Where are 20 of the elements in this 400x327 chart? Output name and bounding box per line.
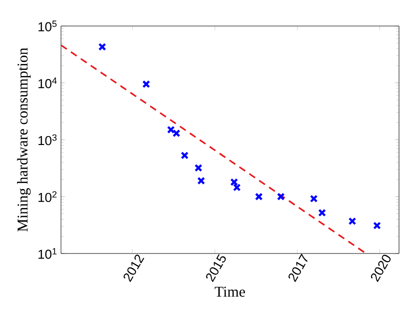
y-tick-label: 10$^{1}$ — [38, 248, 57, 259]
point — [232, 184, 241, 192]
y-tick-label: 10$^{2}$ — [38, 191, 57, 202]
point — [98, 42, 106, 51]
point — [276, 192, 285, 201]
point — [197, 176, 206, 185]
x-axis-title: Time — [214, 286, 245, 297]
point — [180, 152, 189, 160]
y-tick-label: 10$^{4}$ — [38, 78, 57, 88]
point — [348, 217, 356, 226]
point — [318, 208, 326, 217]
y-axis-title: Mining hardware consumption — [17, 48, 31, 232]
point — [310, 194, 318, 203]
point — [142, 80, 150, 88]
point — [194, 164, 202, 172]
point — [230, 178, 238, 186]
point — [254, 192, 263, 201]
y-tick-label: 10$^{5}$ — [38, 20, 57, 32]
y-tick-label: 10$^{3}$ — [38, 134, 57, 146]
point — [373, 222, 381, 230]
